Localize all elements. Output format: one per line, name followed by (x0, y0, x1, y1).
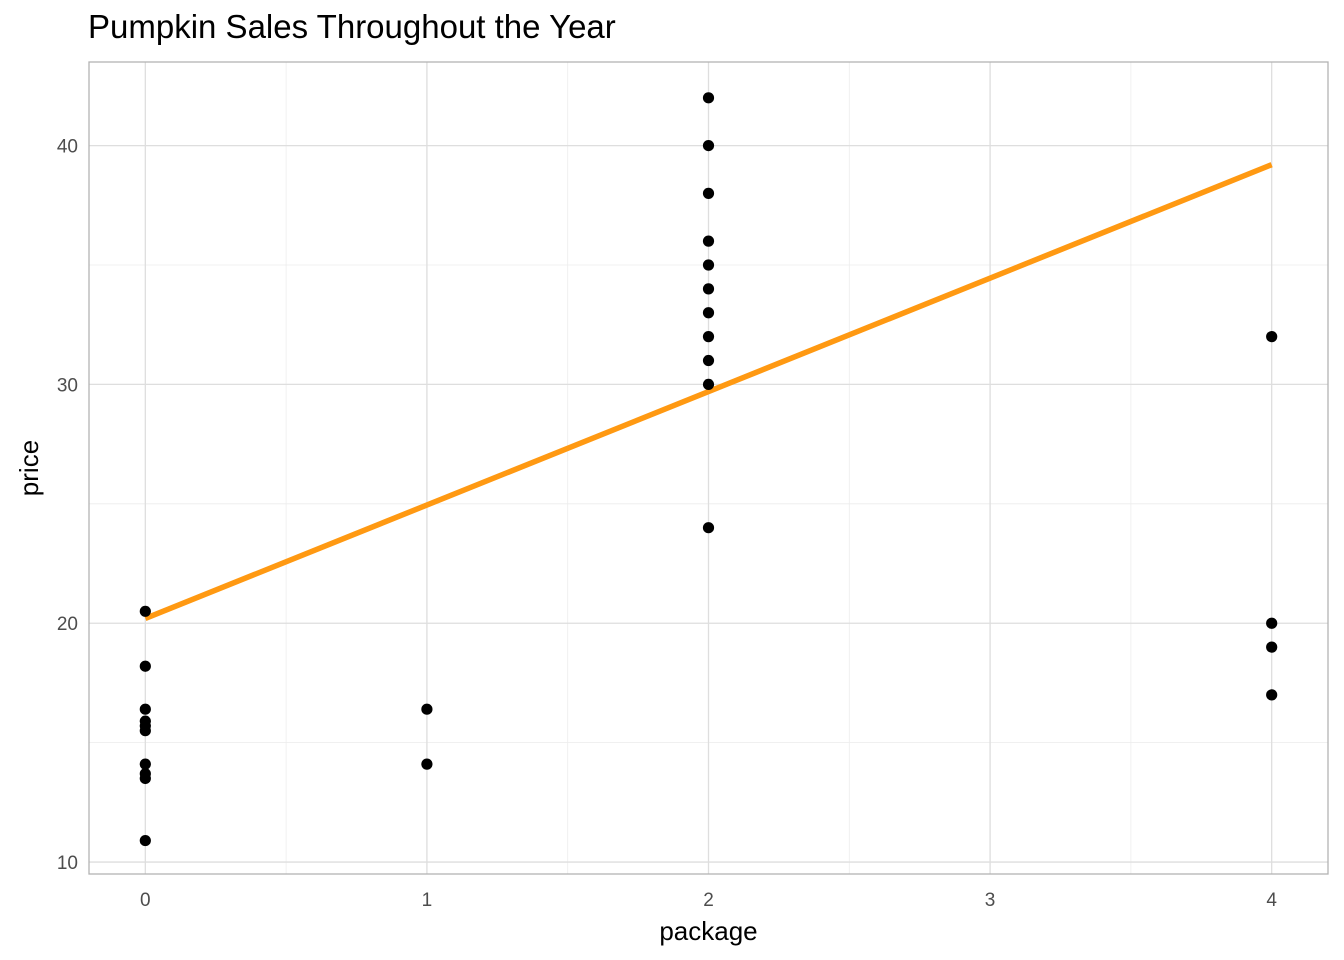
data-point (1266, 689, 1278, 701)
data-point (702, 259, 715, 271)
data-point (139, 772, 151, 785)
data-point (1266, 331, 1278, 343)
data-point (702, 307, 715, 319)
x-tick-label: 4 (1266, 890, 1277, 911)
data-point (1266, 641, 1278, 653)
y-tick-label: 40 (57, 137, 78, 158)
data-point (421, 758, 433, 770)
data-point (421, 703, 433, 715)
x-tick-label: 3 (985, 890, 996, 911)
data-point (139, 758, 151, 770)
panel-border (88, 61, 1329, 875)
data-point (139, 703, 151, 715)
x-axis-title: package (659, 916, 757, 946)
y-tick-label: 30 (57, 375, 78, 396)
y-axis-title: price (14, 440, 44, 496)
points-layer (139, 92, 1278, 847)
data-point (139, 725, 151, 737)
data-point (702, 283, 715, 295)
data-point (702, 331, 715, 343)
data-point (702, 235, 715, 247)
grid-layer (89, 62, 1328, 874)
data-point (702, 92, 715, 104)
data-point (139, 605, 151, 617)
regression-line (144, 162, 1273, 622)
data-point (1266, 617, 1278, 629)
data-point (702, 139, 715, 152)
data-point (139, 834, 151, 847)
data-point (702, 187, 715, 199)
y-tick-labels: 10 20 30 40 (57, 137, 78, 874)
data-point (702, 378, 715, 391)
x-tick-label: 0 (140, 890, 151, 911)
data-point (139, 660, 151, 672)
data-point (702, 522, 715, 534)
data-point (702, 354, 715, 367)
x-tick-label: 1 (422, 890, 433, 911)
chart-title: Pumpkin Sales Throughout the Year (88, 8, 616, 45)
y-tick-label: 10 (57, 853, 78, 874)
fit-line-layer (144, 162, 1273, 622)
y-tick-label: 20 (57, 614, 78, 635)
x-tick-labels: 0 1 2 3 4 (140, 890, 1277, 911)
x-tick-label: 2 (703, 890, 714, 911)
